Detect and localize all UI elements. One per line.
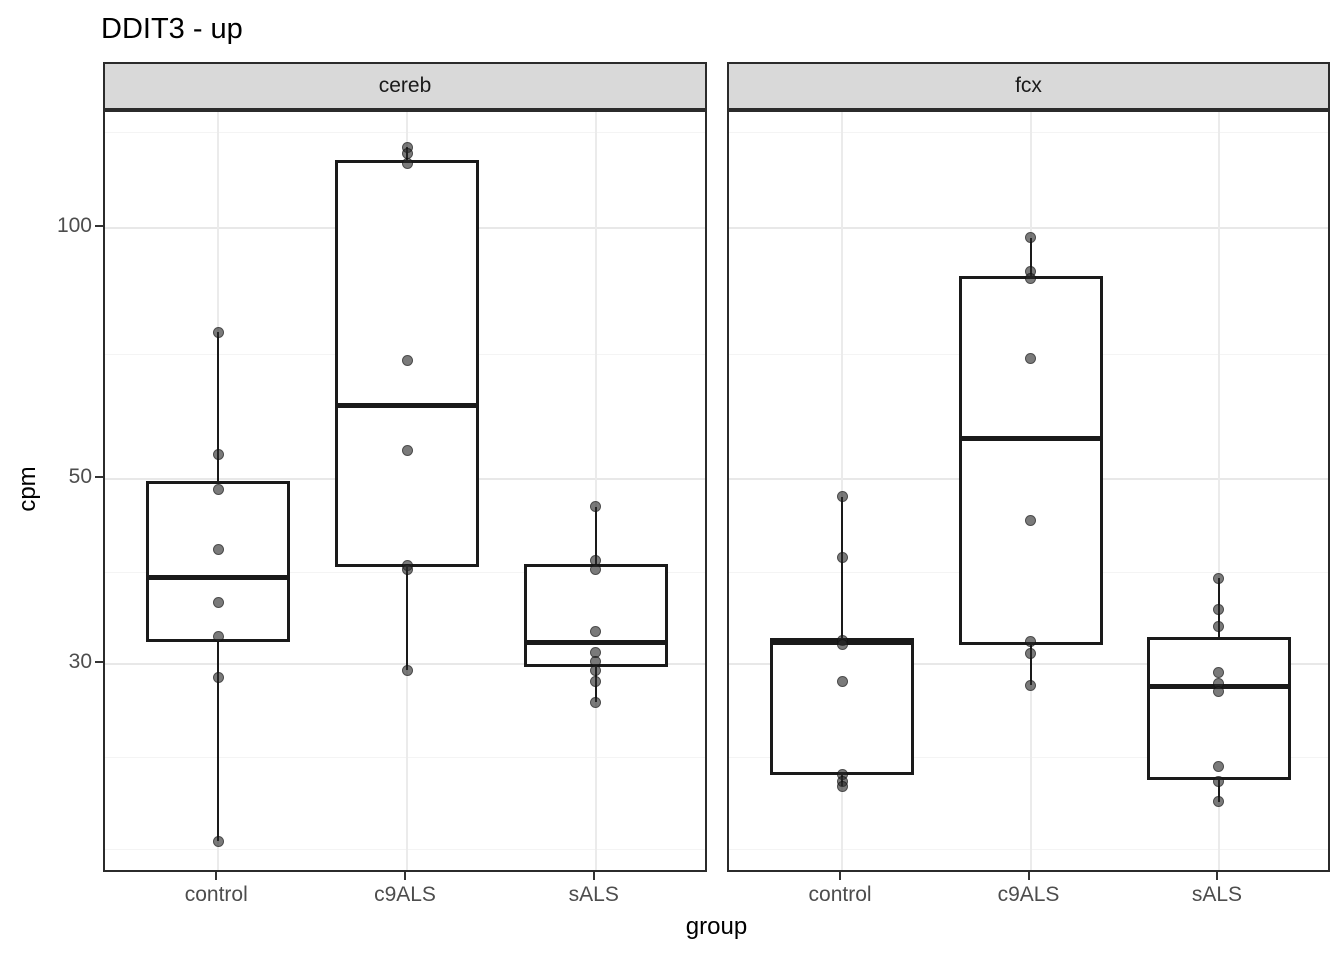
median-line <box>335 402 479 408</box>
x-tick <box>1027 872 1030 880</box>
data-point <box>1025 514 1036 526</box>
data-point <box>1025 679 1036 691</box>
gridline-major <box>105 663 705 666</box>
gridline-vertical <box>841 112 844 870</box>
data-point <box>401 157 413 169</box>
y-axis-title: cpm <box>14 466 41 512</box>
y-tick-label: 30 <box>68 650 92 674</box>
data-point <box>590 564 602 576</box>
data-point <box>1213 603 1225 615</box>
whisker-upper <box>1029 237 1032 276</box>
x-tick-label-sALS: sALS <box>1191 883 1243 906</box>
gridline-minor <box>105 757 705 759</box>
data-point <box>590 675 602 687</box>
x-tick <box>215 872 218 880</box>
data-point <box>1025 353 1036 365</box>
x-tick-label-control: control <box>808 883 872 906</box>
data-point <box>1213 667 1225 679</box>
box-sALS <box>1146 637 1291 780</box>
data-point <box>836 491 848 503</box>
data-point <box>1025 232 1036 244</box>
facet-strip: fcx <box>727 62 1330 110</box>
facet-strip: cereb <box>103 62 707 110</box>
box-c9ALS <box>958 275 1103 646</box>
whisker-upper <box>841 496 844 639</box>
gridline-minor <box>729 849 1328 851</box>
y-tick-label: 100 <box>56 214 92 237</box>
gridline-vertical <box>594 112 597 870</box>
data-point <box>1025 636 1036 648</box>
whisker-lower <box>406 567 408 671</box>
data-point <box>1025 647 1036 659</box>
data-point <box>1213 796 1225 808</box>
y-tick <box>95 225 103 227</box>
facet-strip-label: fcx <box>1015 74 1042 97</box>
data-point <box>401 445 413 456</box>
data-point <box>1213 761 1225 773</box>
x-tick-label-c9ALS: c9ALS <box>997 883 1060 906</box>
whisker-lower <box>217 641 220 842</box>
data-point <box>212 630 224 642</box>
gridline-major <box>729 663 1328 666</box>
gridline-minor <box>729 131 1328 133</box>
data-point <box>212 543 224 555</box>
data-point <box>1025 273 1036 285</box>
y-tick <box>95 661 103 664</box>
data-point <box>590 696 602 708</box>
x-tick-label-c9ALS: c9ALS <box>374 883 436 906</box>
x-axis-title: group <box>685 913 748 940</box>
data-point <box>212 483 224 495</box>
median-line <box>146 575 291 580</box>
plot-title: DDIT3 - up <box>101 13 243 45</box>
data-point <box>1213 686 1225 698</box>
box-control <box>146 481 291 642</box>
facet-panel-fcx <box>727 110 1330 872</box>
data-point <box>1213 572 1225 584</box>
box-control <box>770 638 915 775</box>
gridline-minor <box>105 131 705 133</box>
data-point <box>1213 775 1225 787</box>
gridline-vertical <box>1217 112 1220 870</box>
data-point <box>1213 620 1225 632</box>
data-point <box>590 501 602 513</box>
gridline-minor <box>729 757 1328 759</box>
x-tick <box>1215 872 1218 880</box>
data-point <box>836 551 848 563</box>
facet-panel-cereb <box>103 110 707 872</box>
whisker-upper <box>594 506 597 565</box>
y-tick-label: 50 <box>68 465 92 489</box>
data-point <box>401 354 413 366</box>
data-point <box>401 564 413 576</box>
whisker-upper <box>217 332 220 482</box>
data-point <box>836 675 848 687</box>
x-tick <box>404 872 406 880</box>
facet-strip-label: cereb <box>378 74 432 97</box>
data-point <box>212 672 224 684</box>
data-point <box>590 664 602 676</box>
x-tick-label-control: control <box>184 883 248 906</box>
data-point <box>212 596 224 608</box>
median-line <box>523 640 668 646</box>
whisker-lower <box>1029 645 1032 686</box>
data-point <box>212 326 224 338</box>
median-line <box>958 436 1103 442</box>
data-point <box>212 449 224 461</box>
whisker-lower <box>1217 779 1220 802</box>
y-tick <box>95 476 103 479</box>
data-point <box>590 626 602 638</box>
gridline-major <box>729 227 1328 229</box>
data-point <box>836 780 848 792</box>
x-tick <box>839 872 842 880</box>
data-point <box>836 638 848 650</box>
data-point <box>212 835 224 847</box>
x-tick <box>592 872 595 880</box>
data-point <box>401 664 413 676</box>
gridline-minor <box>105 849 705 851</box>
x-tick-label-sALS: sALS <box>568 883 619 906</box>
